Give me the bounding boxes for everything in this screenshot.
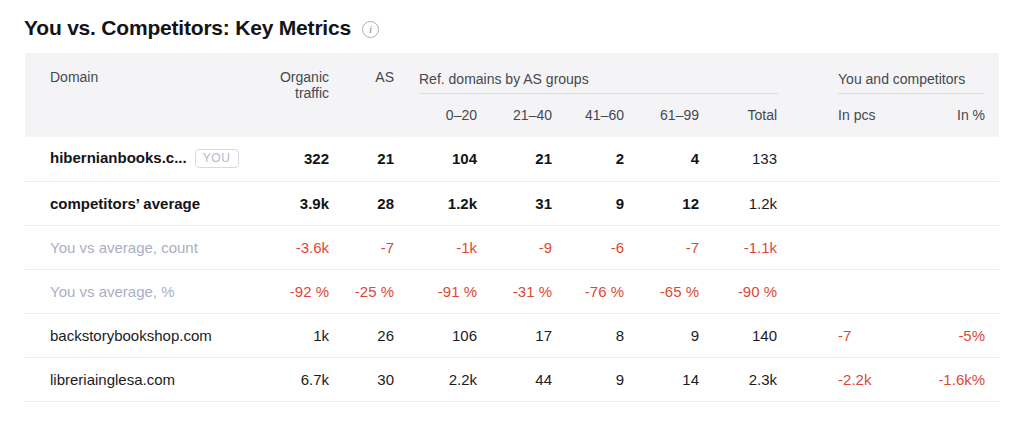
col-header-total: Total bbox=[700, 94, 778, 137]
table-row-you-vs-average-count: You vs average, count -3.6k -7 -1k -9 -6… bbox=[25, 225, 999, 269]
table-row-you-vs-average-percent: You vs average, % -92 % -25 % -91 % -31 … bbox=[25, 269, 999, 313]
table-header: Domain Organic traffic AS Ref. domains b… bbox=[25, 53, 999, 137]
row-label: You vs average, % bbox=[25, 269, 250, 313]
col-header-in-pcs: In pcs bbox=[778, 94, 908, 137]
bucket-41-60-cell: 9 bbox=[553, 357, 625, 401]
organic-traffic-cell: -3.6k bbox=[250, 225, 330, 269]
as-cell: -7 bbox=[330, 225, 395, 269]
bucket-0-20-cell: 2.2k bbox=[395, 357, 478, 401]
domain-label: hibernianbooks.c... bbox=[50, 149, 187, 166]
bucket-61-99-cell: -7 bbox=[625, 225, 700, 269]
total-cell: -1.1k bbox=[700, 225, 778, 269]
bucket-61-99-cell: -65 % bbox=[625, 269, 700, 313]
in-pcs-cell bbox=[778, 137, 908, 181]
in-percent-cell bbox=[908, 137, 999, 181]
bucket-21-40-cell: 17 bbox=[478, 313, 553, 357]
col-group-you-and-competitors-label: You and competitors bbox=[838, 71, 985, 87]
in-pcs-cell bbox=[778, 181, 908, 225]
total-cell: 2.3k bbox=[700, 357, 778, 401]
key-metrics-table: Domain Organic traffic AS Ref. domains b… bbox=[25, 53, 999, 402]
bucket-41-60-cell: 2 bbox=[553, 137, 625, 181]
bucket-61-99-cell: 12 bbox=[625, 181, 700, 225]
in-pcs-cell: -7 bbox=[778, 313, 908, 357]
as-cell: -25 % bbox=[330, 269, 395, 313]
bucket-41-60-cell: 9 bbox=[553, 181, 625, 225]
row-label: You vs average, count bbox=[25, 225, 250, 269]
organic-traffic-cell: 6.7k bbox=[250, 357, 330, 401]
table-row-you: hibernianbooks.c... YOU 322 21 104 21 2 4… bbox=[25, 137, 999, 181]
bucket-21-40-cell: 31 bbox=[478, 181, 553, 225]
bucket-0-20-cell: -91 % bbox=[395, 269, 478, 313]
in-percent-cell: -1.6k% bbox=[908, 357, 999, 401]
organic-traffic-cell: -92 % bbox=[250, 269, 330, 313]
col-header-as: AS bbox=[330, 53, 395, 137]
domain-cell: hibernianbooks.c... YOU bbox=[25, 137, 250, 181]
bucket-21-40-cell: 21 bbox=[478, 137, 553, 181]
domain-cell: libreriainglesa.com bbox=[25, 357, 250, 401]
bucket-21-40-cell: -9 bbox=[478, 225, 553, 269]
table-row-competitors-average: competitors’ average 3.9k 28 1.2k 31 9 1… bbox=[25, 181, 999, 225]
bucket-61-99-cell: 14 bbox=[625, 357, 700, 401]
as-cell: 30 bbox=[330, 357, 395, 401]
col-header-bucket-21-40: 21–40 bbox=[478, 94, 553, 137]
total-cell: 1.2k bbox=[700, 181, 778, 225]
col-header-bucket-41-60: 41–60 bbox=[553, 94, 625, 137]
col-group-you-and-competitors: You and competitors bbox=[778, 53, 999, 94]
col-header-organic-traffic: Organic traffic bbox=[250, 53, 330, 137]
organic-traffic-cell: 3.9k bbox=[250, 181, 330, 225]
col-header-bucket-61-99: 61–99 bbox=[625, 94, 700, 137]
bucket-61-99-cell: 4 bbox=[625, 137, 700, 181]
page-title: You vs. Competitors: Key Metrics bbox=[24, 16, 351, 40]
total-cell: -90 % bbox=[700, 269, 778, 313]
bucket-41-60-cell: 8 bbox=[553, 313, 625, 357]
in-percent-cell bbox=[908, 269, 999, 313]
bucket-0-20-cell: 1.2k bbox=[395, 181, 478, 225]
col-header-bucket-0-20: 0–20 bbox=[395, 94, 478, 137]
in-pcs-cell bbox=[778, 225, 908, 269]
bucket-41-60-cell: -6 bbox=[553, 225, 625, 269]
col-group-ref-domains: Ref. domains by AS groups bbox=[395, 53, 778, 94]
col-group-ref-domains-label: Ref. domains by AS groups bbox=[419, 71, 778, 87]
you-badge: YOU bbox=[195, 149, 239, 168]
page-header: You vs. Competitors: Key Metrics i bbox=[0, 0, 1024, 40]
domain-cell: competitors’ average bbox=[25, 181, 250, 225]
bucket-41-60-cell: -76 % bbox=[553, 269, 625, 313]
bucket-0-20-cell: 104 bbox=[395, 137, 478, 181]
organic-traffic-cell: 322 bbox=[250, 137, 330, 181]
in-percent-cell bbox=[908, 181, 999, 225]
as-cell: 21 bbox=[330, 137, 395, 181]
total-cell: 140 bbox=[700, 313, 778, 357]
col-header-domain: Domain bbox=[25, 53, 250, 137]
total-cell: 133 bbox=[700, 137, 778, 181]
as-cell: 26 bbox=[330, 313, 395, 357]
in-pcs-cell: -2.2k bbox=[778, 357, 908, 401]
info-icon[interactable]: i bbox=[362, 21, 379, 38]
bucket-61-99-cell: 9 bbox=[625, 313, 700, 357]
in-pcs-cell bbox=[778, 269, 908, 313]
bucket-21-40-cell: -31 % bbox=[478, 269, 553, 313]
bucket-21-40-cell: 44 bbox=[478, 357, 553, 401]
organic-traffic-cell: 1k bbox=[250, 313, 330, 357]
domain-cell: backstorybookshop.com bbox=[25, 313, 250, 357]
bucket-0-20-cell: -1k bbox=[395, 225, 478, 269]
in-percent-cell bbox=[908, 225, 999, 269]
col-header-in-percent: In % bbox=[908, 94, 999, 137]
table-row-competitor: libreriainglesa.com 6.7k 30 2.2k 44 9 14… bbox=[25, 357, 999, 401]
bucket-0-20-cell: 106 bbox=[395, 313, 478, 357]
as-cell: 28 bbox=[330, 181, 395, 225]
table-row-competitor: backstorybookshop.com 1k 26 106 17 8 9 1… bbox=[25, 313, 999, 357]
in-percent-cell: -5% bbox=[908, 313, 999, 357]
